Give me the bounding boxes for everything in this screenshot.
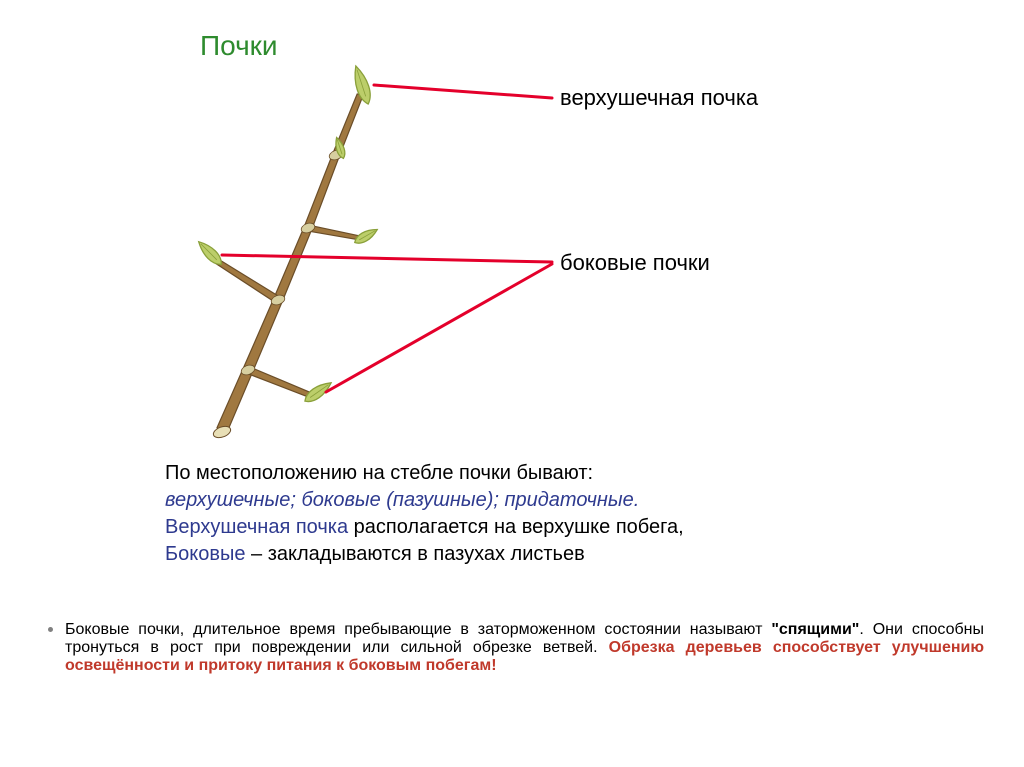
summary-list: Боковые почки, длительное время пребываю… bbox=[35, 618, 984, 675]
label-lateral-buds: боковые почки bbox=[560, 250, 710, 276]
classification-types: верхушечные; боковые (пазушные); придато… bbox=[165, 487, 865, 514]
diagram-area: верхушечная почка боковые почки bbox=[0, 0, 1024, 500]
summary-item: Боковые почки, длительное время пребываю… bbox=[65, 618, 984, 675]
classification-block: По местоположению на стебле почки бывают… bbox=[165, 460, 865, 568]
classification-lateral-desc: Боковые – закладываются в пазухах листье… bbox=[165, 541, 865, 568]
summary-text: Боковые почки, длительное время пребываю… bbox=[65, 621, 984, 675]
branch-diagram bbox=[0, 0, 1024, 500]
classification-intro: По местоположению на стебле почки бывают… bbox=[165, 460, 865, 487]
classification-apical-desc: Верхушечная почка располагается на верху… bbox=[165, 514, 865, 541]
page-root: Почки верхушечная почка боковые почки По… bbox=[0, 0, 1024, 767]
label-apical-bud: верхушечная почка bbox=[560, 85, 758, 111]
